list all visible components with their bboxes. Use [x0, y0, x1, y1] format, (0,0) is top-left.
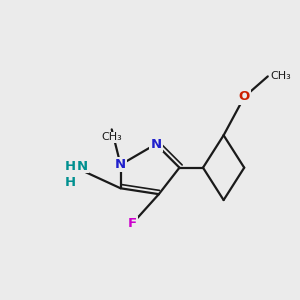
Text: N: N [115, 158, 126, 171]
Text: O: O [238, 91, 250, 103]
Text: H: H [65, 160, 76, 173]
Text: N: N [77, 160, 88, 173]
Text: CH₃: CH₃ [101, 132, 122, 142]
Text: H: H [65, 176, 76, 189]
Text: F: F [128, 217, 137, 230]
Text: N: N [150, 138, 161, 151]
Text: CH₃: CH₃ [271, 71, 292, 81]
